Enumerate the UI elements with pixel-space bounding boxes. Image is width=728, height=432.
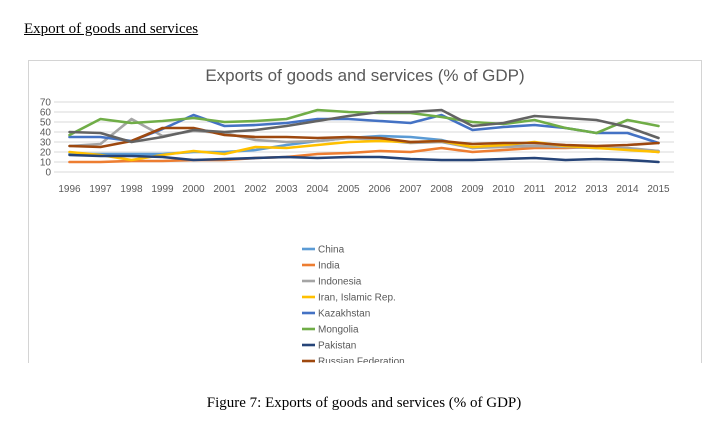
legend-label: Indonesia [318,277,362,288]
x-tick-label: 2012 [554,184,577,195]
x-tick-label: 2006 [368,184,391,195]
series-line-russian-federation [68,126,660,149]
line-chart: Exports of goods and services (% of GDP)… [40,66,674,364]
legend-label: Pakistan [318,341,356,352]
x-tick-label: 1996 [58,184,81,195]
series-line-unlabeled [68,108,660,144]
y-tick-label: 30 [40,138,52,149]
x-tick-label: 1999 [151,184,174,195]
series-line-pakistan [68,153,660,164]
y-tick-label: 10 [40,158,52,169]
y-tick-label: 0 [45,168,51,179]
y-tick-label: 70 [40,98,52,109]
x-tick-label: 2010 [492,184,515,195]
y-tick-label: 50 [40,118,52,129]
legend-label: Mongolia [318,325,359,336]
x-tick-label: 2005 [337,184,360,195]
legend-label: India [318,261,340,272]
document-heading: Export of goods and services [24,21,199,37]
x-tick-label: 2014 [616,184,639,195]
x-tick-label: 2011 [524,184,546,195]
series-line-mongolia [68,108,660,137]
y-tick-label: 20 [40,148,52,159]
legend-label: Kazakhstan [318,309,370,320]
x-tick-label: 2004 [306,184,329,195]
x-tick-label: 2008 [430,184,453,195]
y-tick-label: 60 [40,108,52,119]
x-tick-label: 1998 [120,184,143,195]
x-tick-label: 2001 [213,184,236,195]
x-tick-label: 2013 [585,184,608,195]
figure-caption: Figure 7: Exports of goods and services … [206,395,522,411]
chart-title: Exports of goods and services (% of GDP) [205,66,524,85]
x-tick-label: 2003 [275,184,298,195]
x-tick-label: 2015 [647,184,670,195]
y-tick-label: 40 [40,128,52,139]
x-tick-label: 2009 [461,184,484,195]
legend-label: China [318,245,345,256]
x-tick-label: 2002 [244,184,267,195]
legend-label: Russian Federation [318,357,405,364]
chart-container: Exports of goods and services (% of GDP)… [28,60,702,363]
legend-label: Iran, Islamic Rep. [318,293,396,304]
x-tick-label: 2000 [182,184,205,195]
x-tick-label: 2007 [399,184,422,195]
x-tick-label: 1997 [89,184,112,195]
